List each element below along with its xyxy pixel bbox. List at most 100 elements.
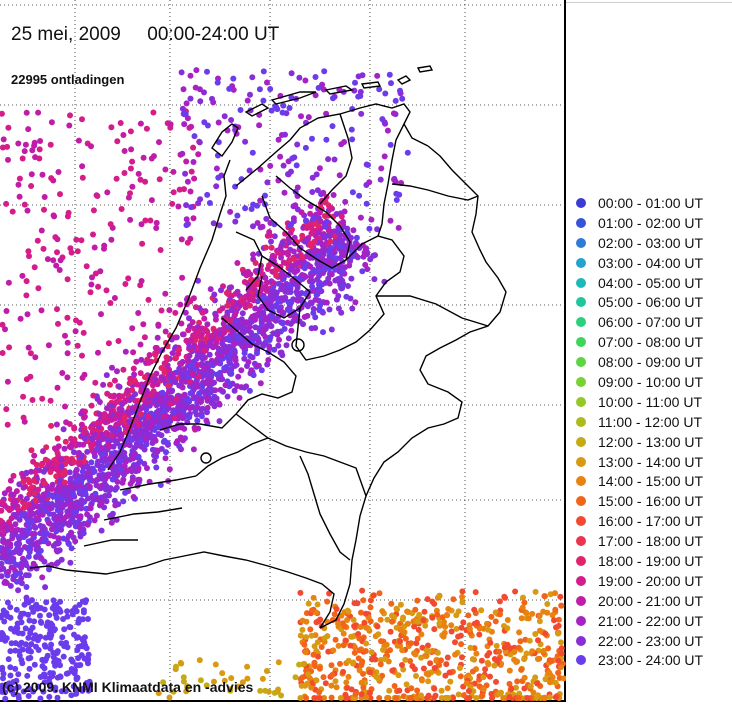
discharge-dot [5, 124, 12, 131]
coast-north-holland [107, 159, 231, 471]
discharge-dot [117, 466, 124, 473]
legend-item: 20:00 - 21:00 UT [576, 591, 703, 611]
discharge-dot [22, 625, 29, 632]
discharge-dot [363, 624, 370, 631]
discharge-dot [89, 425, 96, 431]
discharge-dot [129, 325, 136, 332]
discharge-dot [458, 641, 465, 648]
discharge-dot [50, 257, 57, 264]
discharge-dot [332, 678, 339, 685]
discharge-dot [222, 382, 229, 389]
discharge-dot [376, 590, 383, 597]
legend-label: 08:00 - 09:00 UT [598, 354, 704, 371]
discharge-dot [308, 632, 315, 639]
discharge-dot [380, 646, 386, 653]
discharge-dot [153, 464, 160, 471]
discharge-dot [26, 549, 33, 555]
discharge-dot [232, 317, 239, 324]
discharge-dot [339, 268, 346, 275]
legend-label: 13:00 - 14:00 UT [598, 453, 704, 470]
discharge-dot [44, 256, 51, 263]
discharge-dot [47, 634, 54, 641]
discharge-dot [215, 174, 222, 181]
legend-swatch-icon [576, 217, 586, 228]
discharge-dot [68, 435, 75, 442]
discharge-dot [457, 632, 464, 639]
discharge-dot [319, 308, 326, 315]
discharge-dot [316, 665, 323, 672]
discharge-dot [202, 380, 209, 387]
discharge-dot [331, 611, 338, 618]
discharge-dot [20, 474, 27, 481]
discharge-dot [216, 400, 222, 407]
discharge-dot [238, 367, 245, 374]
discharge-dot [335, 277, 342, 284]
discharge-dot [368, 649, 375, 656]
discharge-dot [1, 579, 8, 586]
discharge-dot [378, 638, 384, 645]
discharge-dot [423, 647, 430, 654]
discharge-dot [15, 506, 21, 512]
discharge-dot [275, 249, 282, 256]
discharge-dot [412, 606, 419, 613]
discharge-dot [473, 650, 480, 657]
discharge-dot [450, 695, 457, 701]
discharge-dot [279, 319, 286, 326]
discharge-dot [343, 679, 350, 686]
discharge-dot [219, 670, 226, 677]
discharge-dot [118, 206, 125, 212]
legend-item: 15:00 - 16:00 UT [576, 491, 703, 511]
legend-label: 23:00 - 24:00 UT [598, 652, 704, 669]
legend-item: 17:00 - 18:00 UT [576, 531, 703, 551]
discharge-dot [6, 344, 13, 351]
discharge-dot [90, 207, 97, 214]
discharge-dot [84, 448, 91, 455]
island-terschelling [270, 91, 317, 105]
discharge-dot [72, 468, 79, 475]
discharge-dot [129, 183, 136, 190]
discharge-dot [263, 668, 270, 674]
discharge-dot [413, 640, 420, 647]
discharge-dot [280, 284, 287, 291]
discharge-dot [111, 377, 118, 384]
discharge-dot [203, 682, 210, 689]
discharge-dot [547, 658, 554, 665]
discharge-dot [389, 612, 395, 619]
discharge-dot [15, 181, 22, 188]
discharge-dot [17, 315, 24, 322]
discharge-dot [283, 342, 290, 349]
discharge-dot [186, 343, 193, 350]
discharge-dot [287, 222, 294, 229]
discharge-dot [134, 381, 141, 388]
discharge-dot [256, 122, 263, 129]
discharge-dot [360, 597, 367, 604]
discharge-dot [288, 327, 295, 334]
discharge-dot [500, 695, 507, 701]
discharge-dot [0, 350, 6, 356]
discharge-dot [216, 346, 223, 353]
discharge-dot [140, 154, 147, 161]
discharge-dot [99, 451, 106, 458]
discharge-dot [183, 158, 190, 165]
discharge-dot [244, 363, 250, 369]
discharge-dot [352, 299, 359, 306]
discharge-dot [225, 324, 231, 331]
legend-swatch-icon [576, 655, 586, 666]
discharge-dot [262, 244, 269, 251]
discharge-dot [320, 86, 327, 93]
discharge-dot [32, 354, 39, 361]
discharge-dot [40, 688, 47, 695]
discharge-dot [49, 605, 56, 612]
discharge-dot [309, 607, 316, 614]
discharge-dot [57, 257, 64, 264]
discharge-dot [555, 616, 562, 623]
discharge-dot [160, 679, 167, 686]
discharge-dot [192, 304, 199, 311]
discharge-dot [381, 153, 388, 160]
legend-label: 06:00 - 07:00 UT [598, 314, 704, 331]
province-5 [159, 413, 237, 431]
legend-item: 00:00 - 01:00 UT [576, 193, 703, 213]
discharge-dot [459, 588, 466, 595]
discharge-dot [62, 403, 68, 410]
discharge-dot [137, 341, 144, 348]
